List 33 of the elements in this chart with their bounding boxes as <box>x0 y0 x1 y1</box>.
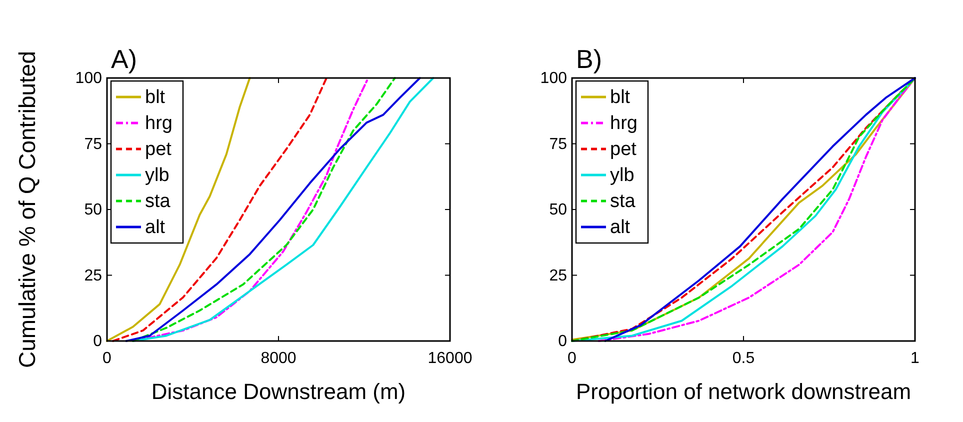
legend-label: alt <box>145 217 166 238</box>
legend-label: sta <box>610 191 636 212</box>
legend-label: hrg <box>610 113 638 134</box>
line-series <box>106 77 251 342</box>
legend-label: pet <box>145 139 172 160</box>
y-tick-label: 50 <box>84 202 102 218</box>
x-tick-label: 16000 <box>428 350 472 367</box>
legend-label: pet <box>610 139 638 160</box>
chart-title: A) <box>111 44 137 74</box>
y-tick-label: 75 <box>84 136 102 153</box>
line-series <box>112 77 328 342</box>
legend-label: blt <box>145 87 166 108</box>
x-tick-label: 8000 <box>260 350 296 367</box>
legend-label: hrg <box>145 113 172 134</box>
y-axis-title: Cumulative % of Q Contributed <box>14 50 40 368</box>
legend-label: blt <box>610 87 631 108</box>
legend-label: alt <box>610 217 631 238</box>
y-tick-label: 75 <box>549 136 568 153</box>
legend-label: ylb <box>145 165 170 186</box>
x-tick-label: 1 <box>910 350 920 367</box>
chart-title: B) <box>576 44 602 74</box>
y-tick-label: 0 <box>93 333 102 350</box>
x-axis-title: Distance Downstream (m) <box>151 379 406 404</box>
y-tick-label: 100 <box>540 70 568 87</box>
y-tick-label: 25 <box>549 267 568 284</box>
x-tick-label: 0.5 <box>732 350 755 367</box>
legend-label: sta <box>145 191 171 212</box>
x-axis-title: Proportion of network downstream <box>576 379 912 404</box>
y-tick-label: 25 <box>84 267 102 284</box>
y-tick-label: 0 <box>558 333 568 350</box>
legend-label: ylb <box>610 165 634 186</box>
y-tick-label: 50 <box>549 202 568 218</box>
y-tick-label: 100 <box>75 70 102 87</box>
